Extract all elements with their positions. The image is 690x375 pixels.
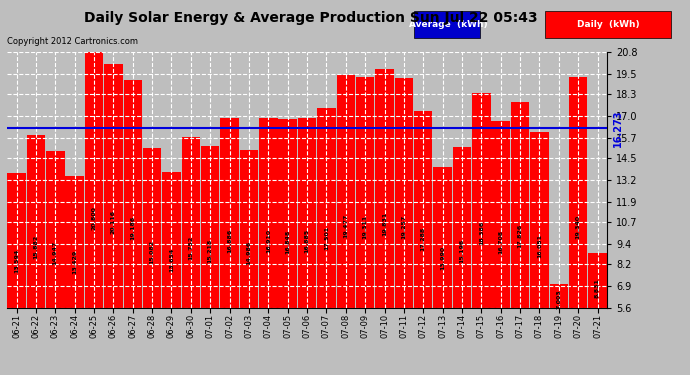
Text: 13.990: 13.990 <box>440 246 445 270</box>
Text: 13.429: 13.429 <box>72 249 77 274</box>
Text: 15.752: 15.752 <box>188 236 193 260</box>
Text: 19.477: 19.477 <box>344 214 348 238</box>
Bar <box>162 172 181 375</box>
Text: 19.257: 19.257 <box>402 215 406 239</box>
Bar <box>143 148 161 375</box>
Text: 18.386: 18.386 <box>479 220 484 245</box>
Bar <box>317 108 335 375</box>
Text: 17.288: 17.288 <box>421 227 426 251</box>
Text: 14.986: 14.986 <box>246 240 251 264</box>
Bar <box>181 137 200 375</box>
Text: 20.116: 20.116 <box>111 210 116 234</box>
Bar <box>239 150 258 375</box>
Text: 13.594: 13.594 <box>14 248 19 273</box>
Bar <box>66 176 84 375</box>
Bar <box>356 78 375 375</box>
Text: 16.273: 16.273 <box>613 110 623 147</box>
Text: 19.311: 19.311 <box>363 215 368 239</box>
Text: 16.708: 16.708 <box>498 230 503 254</box>
Bar <box>569 77 587 375</box>
Text: Daily  (kWh): Daily (kWh) <box>577 20 640 29</box>
Bar <box>201 146 219 375</box>
Bar <box>259 118 277 375</box>
Bar <box>491 121 510 375</box>
Bar <box>589 253 607 375</box>
Text: 16.848: 16.848 <box>285 230 290 254</box>
Text: 16.910: 16.910 <box>266 229 270 253</box>
Text: 15.218: 15.218 <box>208 239 213 263</box>
Text: 16.886: 16.886 <box>227 229 232 254</box>
Text: 19.831: 19.831 <box>382 212 387 236</box>
Text: 15.882: 15.882 <box>33 235 39 259</box>
Bar <box>279 119 297 375</box>
Bar <box>472 93 491 375</box>
Text: 19.186: 19.186 <box>130 216 135 240</box>
Text: 7.003: 7.003 <box>556 290 561 309</box>
Bar <box>511 102 529 375</box>
Bar <box>298 118 316 375</box>
Text: 14.947: 14.947 <box>53 240 58 265</box>
Bar <box>414 11 480 38</box>
Text: 15.082: 15.082 <box>150 240 155 264</box>
Text: Average  (kWh): Average (kWh) <box>408 20 487 29</box>
Text: 17.826: 17.826 <box>518 224 522 248</box>
Text: 17.501: 17.501 <box>324 225 329 250</box>
Text: Daily Solar Energy & Average Production Sun Jul 22 05:43: Daily Solar Energy & Average Production … <box>83 11 538 25</box>
Text: 13.654: 13.654 <box>169 248 174 272</box>
Bar <box>124 80 142 375</box>
Bar <box>46 151 64 375</box>
Bar <box>433 167 452 375</box>
Bar <box>27 135 45 375</box>
Bar <box>85 53 104 375</box>
Bar <box>375 69 394 375</box>
Text: 16.885: 16.885 <box>304 229 310 254</box>
Text: 20.800: 20.800 <box>92 206 97 230</box>
Text: 8.831: 8.831 <box>595 279 600 298</box>
Bar <box>530 132 549 375</box>
Bar <box>104 64 123 375</box>
Bar <box>550 284 568 375</box>
Bar <box>8 173 26 375</box>
Bar <box>414 111 433 375</box>
Text: 15.196: 15.196 <box>460 239 464 263</box>
Text: 19.340: 19.340 <box>575 215 581 239</box>
Text: Copyright 2012 Cartronics.com: Copyright 2012 Cartronics.com <box>7 38 138 46</box>
Bar <box>395 78 413 375</box>
Bar <box>220 118 239 375</box>
Bar <box>453 147 471 375</box>
Text: 16.051: 16.051 <box>537 234 542 258</box>
Bar <box>337 75 355 375</box>
Bar <box>545 11 671 38</box>
